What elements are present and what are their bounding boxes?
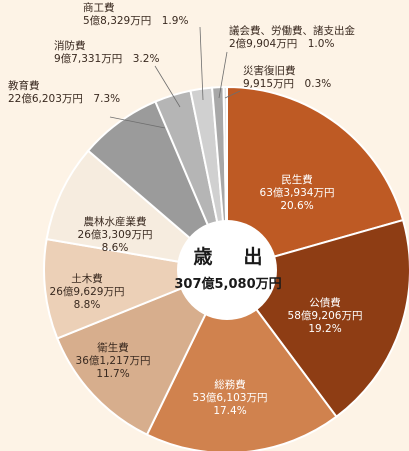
slice-label-7: 消防費 9億7,331万円 3.2%: [54, 39, 159, 65]
slice-label-9: 議会費、労働費、諸支出金 2億9,904万円 1.0%: [229, 24, 355, 50]
pie-slice-5: [45, 149, 231, 272]
leader-lines: [109, 26, 241, 129]
leader-line-7: [154, 65, 181, 108]
pie-slices: [43, 85, 409, 451]
slice-label-4: 土木費 26億9,629万円 8.8%: [50, 272, 125, 311]
slice-labels: 民生費 63億3,934万円 20.6% 公債費 58億9,206万円 19.2% 総務費 5…: [8, 1, 362, 417]
leader-line-9: [218, 51, 228, 99]
pie-slice-3: [55, 268, 230, 436]
center-hole: [177, 220, 277, 320]
pie-slice-0: [226, 85, 405, 272]
leader-line-6: [109, 116, 166, 129]
leader-line-10: [224, 90, 241, 99]
leader-line-8: [199, 26, 204, 101]
slice-label-8: 商工費 5億8,329万円 1.9%: [83, 1, 188, 27]
chart-total: 307億5,080万円: [174, 276, 281, 292]
slice-label-2: 総務費 53億6,103万円 17.4%: [193, 378, 268, 417]
slice-label-1: 公債費 58億9,206万円 19.2%: [288, 296, 363, 335]
slice-label-3: 衛生費 36億1,217万円 11.7%: [76, 341, 151, 380]
slice-label-5: 農林水産業費 26億3,309万円 8.6%: [78, 215, 153, 254]
slice-label-0: 民生費 63億3,934万円 20.6%: [260, 173, 335, 212]
chart-title: 歳 出: [193, 245, 268, 268]
slice-label-6: 教育費 22億6,203万円 7.3%: [8, 79, 120, 105]
slice-label-10: 災害復旧費 9,915万円 0.3%: [243, 64, 331, 90]
pie-slice-2: [145, 268, 338, 451]
